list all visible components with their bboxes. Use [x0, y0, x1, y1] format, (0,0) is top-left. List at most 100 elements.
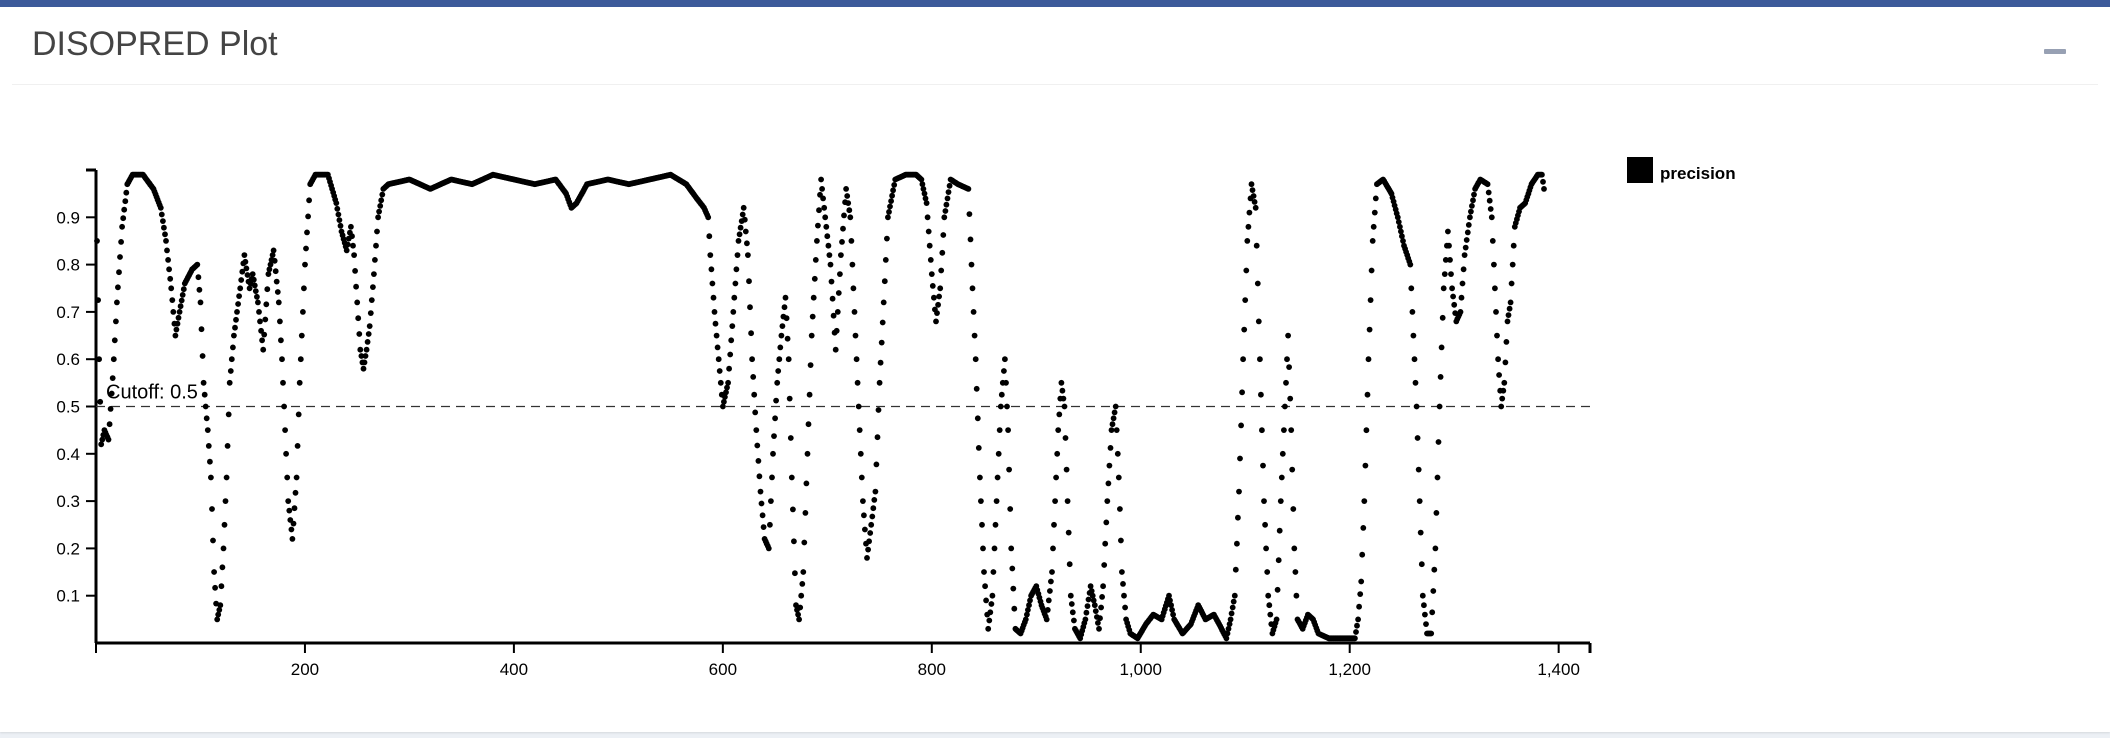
data-point — [986, 617, 993, 624]
data-point — [1507, 299, 1514, 306]
data-point — [835, 290, 842, 296]
data-point — [758, 500, 765, 507]
data-point — [197, 299, 204, 306]
data-point — [795, 611, 801, 618]
data-point — [295, 411, 302, 418]
data-point — [1027, 597, 1033, 604]
data-point — [844, 193, 851, 199]
data-point — [264, 286, 271, 293]
data-point — [1410, 332, 1417, 339]
data-point — [824, 233, 831, 240]
data-point — [938, 267, 945, 274]
data-point — [927, 257, 934, 263]
data-point — [865, 546, 871, 553]
data-point — [1005, 427, 1011, 433]
data-point — [1289, 466, 1296, 473]
data-point — [823, 223, 830, 230]
data-point — [1045, 597, 1052, 604]
data-point — [1166, 592, 1172, 599]
legend-label: precision — [1660, 164, 1736, 183]
data-point — [751, 391, 758, 398]
data-point — [1413, 403, 1420, 410]
data-point — [163, 238, 169, 244]
data-point — [856, 427, 863, 433]
data-point — [226, 379, 233, 386]
precision-series — [94, 171, 1547, 642]
data-point — [217, 602, 224, 609]
data-point — [1026, 602, 1032, 609]
data-point — [1257, 356, 1263, 363]
data-point — [246, 285, 253, 292]
data-point — [1051, 521, 1057, 528]
data-point — [807, 362, 814, 368]
data-point — [736, 231, 743, 238]
data-point — [1418, 561, 1425, 568]
data-point — [220, 545, 227, 552]
data-point — [890, 187, 896, 194]
data-point — [740, 204, 747, 211]
data-point — [821, 204, 828, 211]
data-point — [115, 284, 121, 291]
data-point — [1489, 238, 1496, 244]
data-point — [847, 214, 854, 221]
data-point — [753, 427, 760, 433]
data-point — [730, 309, 737, 315]
data-point — [1113, 427, 1120, 433]
data-point — [1288, 427, 1295, 433]
data-point — [1104, 498, 1111, 504]
data-point — [1096, 625, 1102, 632]
data-point — [348, 223, 354, 230]
data-point — [333, 200, 340, 207]
data-point — [1499, 395, 1506, 402]
data-point — [725, 379, 731, 386]
data-point — [1058, 379, 1065, 386]
data-point — [158, 211, 165, 218]
data-point — [1436, 403, 1443, 410]
data-point — [1282, 403, 1288, 410]
data-point — [830, 312, 837, 319]
data-point — [374, 228, 380, 235]
data-point — [848, 238, 855, 244]
data-point — [98, 441, 105, 448]
data-point — [804, 450, 811, 457]
data-point — [1095, 620, 1101, 626]
data-point — [111, 337, 118, 344]
data-point — [1399, 233, 1405, 240]
data-point — [1239, 389, 1245, 396]
data-point — [969, 285, 976, 292]
data-point — [1422, 611, 1428, 618]
data-point — [755, 458, 762, 464]
collapse-button[interactable] — [2034, 37, 2076, 67]
data-point — [843, 186, 849, 192]
data-point — [946, 182, 953, 189]
data-point — [744, 240, 750, 247]
data-point — [1491, 261, 1497, 268]
data-point — [1085, 596, 1092, 603]
data-point — [352, 268, 358, 274]
data-point — [214, 616, 221, 623]
data-point — [879, 319, 886, 326]
data-point — [166, 266, 173, 273]
data-point — [1369, 238, 1376, 244]
data-point — [230, 344, 236, 351]
x-tick-label: 1,000 — [1119, 660, 1162, 679]
data-point — [1416, 498, 1423, 504]
y-tick-label: 0.2 — [56, 539, 80, 558]
data-point — [178, 297, 185, 304]
data-point — [1365, 356, 1372, 363]
data-point — [1292, 569, 1299, 575]
data-point — [349, 233, 355, 240]
data-point — [841, 212, 847, 219]
data-point — [838, 252, 844, 258]
data-point — [921, 190, 928, 197]
data-point — [165, 257, 172, 263]
data-point — [711, 309, 718, 315]
data-point — [1244, 238, 1251, 244]
data-point — [157, 204, 164, 211]
x-tick-label: 200 — [291, 660, 319, 679]
y-tick-label: 0.5 — [56, 398, 80, 417]
data-point — [882, 257, 889, 263]
data-point — [825, 242, 832, 249]
data-point — [1461, 252, 1468, 258]
data-point — [1258, 391, 1264, 398]
